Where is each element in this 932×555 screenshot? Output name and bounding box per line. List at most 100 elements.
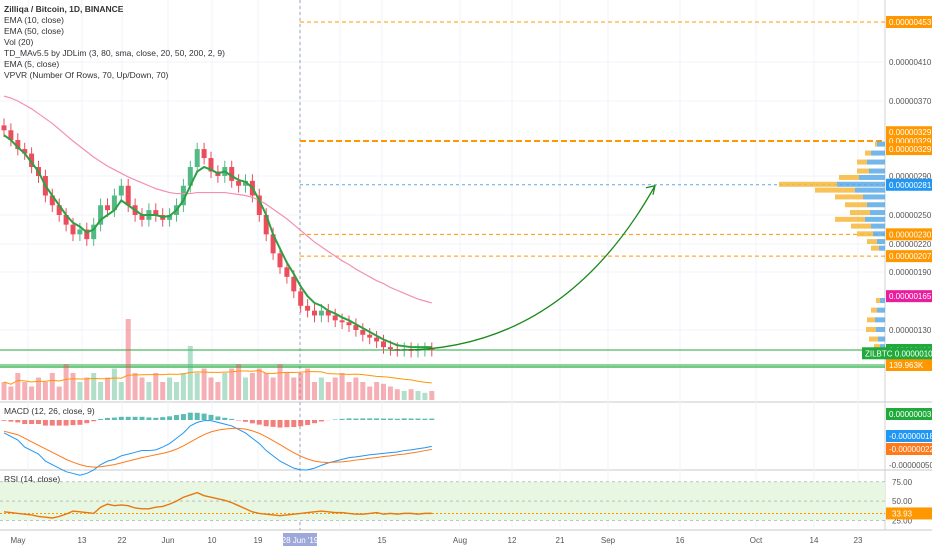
legend-td-ma[interactable]: TD_MAv5.5 by JDLim (3, 80, sma, close, 2… (4, 48, 225, 59)
volume-bar (64, 364, 69, 400)
vpvr-up-bar (877, 239, 885, 244)
macd-histogram-bar (29, 420, 34, 424)
candle-body (77, 230, 82, 235)
volume-bar (2, 382, 7, 400)
volume-bar (388, 387, 393, 401)
volume-bar (140, 378, 145, 401)
price-tag-label: 0.00000165 (889, 292, 932, 301)
macd-histogram-bar (229, 419, 234, 420)
macd-histogram-bar (22, 420, 27, 424)
candle-body (381, 341, 386, 347)
price-tag-label: 0.00000230 (889, 230, 932, 239)
macd-line (4, 421, 432, 476)
vpvr-up-bar (877, 142, 885, 147)
macd-tag-label: -0.00000018 (889, 432, 932, 441)
vpvr-down-bar (857, 160, 867, 165)
macd-histogram-bar (264, 420, 269, 426)
volume-bar (243, 378, 248, 401)
volume-bar (298, 373, 303, 400)
candle-body (367, 335, 372, 338)
volume-bar (374, 382, 379, 400)
rsi-axis-tick: 50.00 (892, 497, 913, 506)
time-axis-label: 10 (208, 536, 217, 545)
macd-histogram-bar (50, 420, 55, 426)
volume-bar (291, 378, 296, 401)
vpvr-down-bar (876, 298, 880, 303)
volume-bar (312, 382, 317, 400)
macd-histogram-bar (36, 420, 41, 424)
macd-histogram-bar (374, 418, 379, 420)
vpvr-up-bar (880, 298, 885, 303)
macd-histogram-bar (181, 414, 186, 420)
volume-bar (222, 373, 227, 400)
legend-ema5[interactable]: EMA (5, close) (4, 59, 225, 70)
volume-bar (229, 369, 234, 401)
price-axis-tick: 0.00000370 (889, 97, 932, 106)
macd-histogram-bar (243, 420, 248, 422)
volume-bar (29, 387, 34, 401)
volume-bar (105, 378, 110, 401)
vpvr-down-bar (867, 317, 875, 322)
price-tag-label: 0.00000329 (889, 145, 932, 154)
volume-bar (209, 378, 214, 401)
volume-bar (250, 373, 255, 400)
time-axis-label: Sep (601, 536, 616, 545)
volume-bar (353, 378, 358, 401)
volume-bar (429, 391, 434, 400)
macd-histogram-bar (105, 418, 110, 420)
candle-body (333, 316, 338, 321)
macd-histogram-bar (367, 418, 372, 420)
candle-body (298, 291, 303, 306)
volume-bar (181, 373, 186, 400)
legend-volume[interactable]: Vol (20) (4, 37, 225, 48)
chart-title[interactable]: Zilliqa / Bitcoin, 1D, BINANCE (4, 4, 225, 15)
candle-body (236, 181, 241, 186)
candle-body (2, 125, 7, 130)
volume-bar (271, 378, 276, 401)
legend-ema50[interactable]: EMA (50, close) (4, 26, 225, 37)
macd-histogram-bar (291, 420, 296, 427)
volume-bar (15, 373, 20, 400)
time-axis-label: 14 (810, 536, 819, 545)
time-axis-label: May (10, 536, 25, 545)
rsi-tag-label: 33.93 (892, 509, 913, 518)
candle-body (340, 320, 345, 322)
macd-histogram-bar (416, 419, 421, 420)
volume-bar (257, 369, 262, 401)
time-axis-label: 19 (254, 536, 263, 545)
vpvr-down-bar (845, 202, 867, 207)
volume-bar (340, 373, 345, 400)
volume-bar (91, 373, 96, 400)
vpvr-down-bar (835, 194, 863, 199)
time-crosshair-label: 28 Jun '19 (282, 536, 319, 545)
macd-histogram-bar (209, 415, 214, 420)
volume-bar (264, 373, 269, 400)
macd-histogram-bar (15, 420, 20, 422)
legend-ema10[interactable]: EMA (10, close) (4, 15, 225, 26)
vpvr-down-bar (869, 337, 878, 342)
macd-histogram-bar (153, 418, 158, 420)
macd-histogram-bar (257, 420, 262, 425)
macd-histogram-bar (422, 419, 427, 420)
macd-histogram-bar (57, 420, 62, 426)
legend-vpvr[interactable]: VPVR (Number Of Rows, 70, Up/Down, 70) (4, 70, 225, 81)
macd-histogram-bar (160, 417, 165, 420)
macd-legend[interactable]: MACD (12, 26, close, 9) (4, 406, 95, 416)
macd-histogram-bar (112, 418, 117, 420)
volume-bar (71, 373, 76, 400)
volume-bar (77, 382, 82, 400)
volume-bar (360, 382, 365, 400)
volume-bar (422, 393, 427, 400)
time-axis-label: 13 (78, 536, 87, 545)
price-tag-label: 139.963K (889, 361, 924, 370)
rsi-legend[interactable]: RSI (14, close) (4, 474, 60, 484)
macd-histogram-bar (402, 418, 407, 420)
vpvr-down-bar (779, 182, 837, 187)
vpvr-up-bar (871, 224, 885, 229)
macd-histogram-bar (353, 419, 358, 420)
time-axis-label: 15 (378, 536, 387, 545)
volume-bar (319, 378, 324, 401)
vpvr-down-bar (871, 308, 877, 313)
